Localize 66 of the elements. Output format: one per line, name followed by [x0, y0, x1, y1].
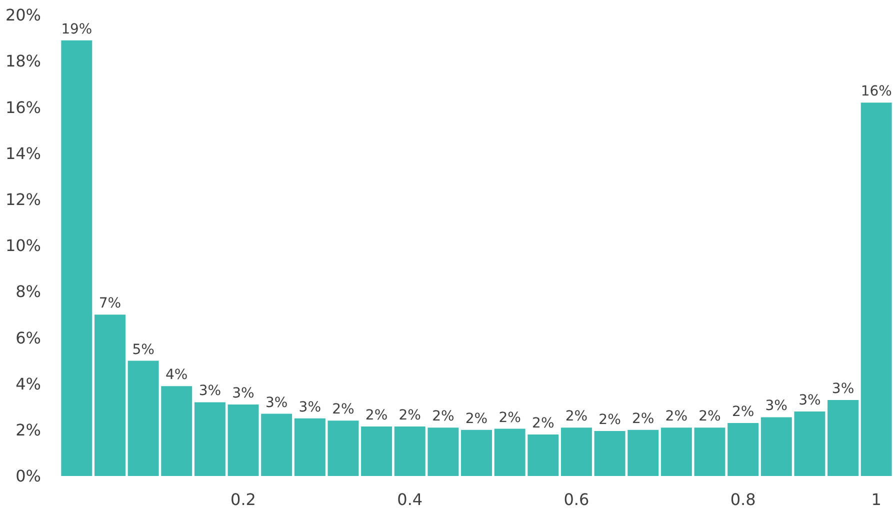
bar	[528, 434, 559, 476]
data-label: 3%	[232, 386, 254, 402]
bar	[660, 428, 692, 476]
bar	[361, 426, 392, 476]
x-tick-label: 0.8	[730, 490, 756, 509]
data-label: 2%	[432, 408, 454, 425]
data-label: 5%	[132, 342, 154, 358]
x-tick-label: 0.2	[230, 490, 256, 509]
data-label: 2%	[398, 407, 421, 424]
bar	[428, 428, 459, 476]
data-label: 2%	[365, 407, 388, 424]
data-label: 2%	[498, 410, 521, 426]
y-tick-label: 16%	[5, 98, 41, 117]
data-label: 2%	[532, 416, 554, 432]
y-tick-label: 2%	[16, 420, 41, 440]
bar	[760, 417, 792, 476]
data-label: 3%	[798, 392, 821, 408]
bar	[328, 420, 359, 476]
bar	[228, 404, 259, 476]
y-tick-label: 14%	[5, 144, 41, 163]
data-label: 2%	[632, 410, 654, 427]
bar	[461, 430, 492, 476]
x-tick-label: 0.4	[397, 490, 423, 509]
bar	[494, 428, 526, 476]
bar	[828, 400, 859, 476]
bar	[61, 40, 92, 476]
bar	[94, 314, 126, 476]
data-label: 2%	[665, 408, 688, 425]
data-label: 2%	[465, 410, 488, 427]
data-label: 2%	[732, 404, 754, 420]
data-label: 16%	[860, 84, 892, 100]
bar	[694, 428, 726, 476]
bar	[628, 430, 659, 476]
y-tick-label: 18%	[5, 52, 41, 71]
data-label: 3%	[298, 399, 322, 416]
y-tick-label: 6%	[16, 328, 41, 348]
y-tick-label: 20%	[5, 6, 41, 25]
bar	[860, 102, 892, 476]
bar	[794, 411, 826, 476]
data-label: 2%	[598, 412, 621, 428]
data-label: 2%	[698, 408, 721, 425]
bar	[194, 402, 226, 476]
y-tick-label: 12%	[5, 190, 41, 209]
y-tick-label: 8%	[16, 282, 41, 302]
bar	[728, 422, 759, 476]
x-tick-label: 1	[871, 490, 882, 509]
data-label: 4%	[166, 367, 188, 384]
data-label: 3%	[832, 380, 854, 397]
bar	[560, 428, 592, 476]
y-tick-label: 4%	[16, 374, 41, 394]
data-label: 3%	[765, 398, 788, 414]
data-label: 19%	[61, 21, 92, 38]
y-tick-label: 0%	[16, 466, 41, 486]
data-label: 2%	[565, 408, 588, 425]
x-tick-label: 0.6	[564, 490, 590, 509]
bar	[161, 386, 192, 476]
bar	[594, 431, 626, 476]
bar	[128, 360, 159, 476]
data-label: 3%	[265, 394, 288, 411]
y-tick-label: 10%	[5, 236, 41, 256]
data-label: 2%	[332, 402, 354, 418]
bar	[261, 414, 292, 476]
data-label: 7%	[98, 296, 122, 312]
bar	[394, 426, 426, 476]
bar	[294, 418, 326, 476]
data-label: 3%	[198, 383, 222, 400]
